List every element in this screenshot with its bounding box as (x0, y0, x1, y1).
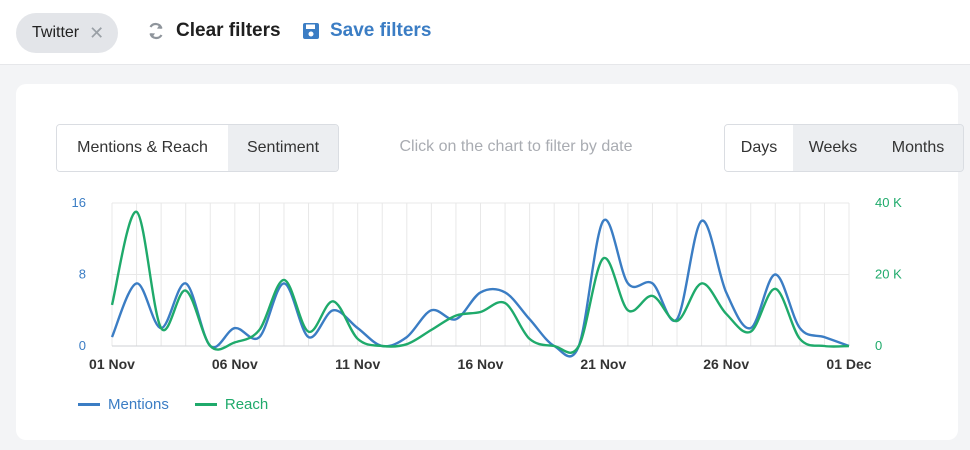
refresh-icon (149, 22, 163, 40)
y-right-tick-label: 0 (875, 338, 882, 353)
chart-hint: Click on the chart to filter by date (399, 138, 633, 155)
y-left-tick-label: 8 (79, 267, 86, 282)
y-left-tick-label: 0 (79, 338, 86, 353)
filter-bar: Twitter ✕ Clear filters Save filters (0, 0, 970, 65)
clear-filters-button[interactable]: Clear filters (146, 20, 281, 42)
legend-reach[interactable]: Reach (194, 396, 269, 413)
floppy-disk-icon (303, 23, 319, 39)
legend-reach-swatch (194, 403, 217, 406)
tab-mentions-reach[interactable]: Mentions & Reach (57, 125, 228, 171)
legend-mentions-swatch (78, 403, 100, 406)
x-tick-label: 26 Nov (703, 356, 749, 372)
y-right-tick-label: 20 K (875, 267, 902, 282)
close-icon[interactable]: ✕ (89, 22, 105, 43)
metric-tabs: Mentions & Reach Sentiment (56, 124, 339, 172)
period-months[interactable]: Months (873, 125, 963, 171)
period-days[interactable]: Days (725, 125, 793, 171)
x-tick-label: 16 Nov (458, 356, 504, 372)
x-tick-label: 11 Nov (335, 356, 380, 372)
period-toggle: Days Weeks Months (724, 124, 964, 172)
x-tick-label: 01 Dec (826, 356, 871, 372)
x-tick-label: 21 Nov (580, 356, 626, 372)
series-line-mentions (110, 218, 850, 358)
x-tick-label: 06 Nov (212, 356, 258, 372)
legend-reach-label: Reach (224, 396, 269, 413)
x-tick-label: 01 Nov (89, 356, 135, 372)
legend-mentions[interactable]: Mentions (78, 396, 169, 413)
filter-chip-twitter[interactable]: Twitter ✕ (16, 13, 119, 53)
filter-chip-label: Twitter (32, 24, 80, 41)
y-right-tick-label: 40 K (875, 195, 902, 210)
tab-sentiment[interactable]: Sentiment (228, 125, 338, 171)
y-left-tick-label: 16 (72, 195, 86, 210)
series-line-reach (110, 210, 850, 354)
chart-legend: Mentions Reach (78, 396, 268, 413)
chart-card: Mentions & Reach Sentiment Click on the … (16, 84, 964, 440)
save-filters-button[interactable]: Save filters (302, 20, 431, 42)
period-weeks[interactable]: Weeks (793, 125, 873, 171)
legend-mentions-label: Mentions (108, 396, 169, 413)
save-filters-label: Save filters (330, 20, 432, 41)
clear-filters-label: Clear filters (176, 20, 281, 41)
